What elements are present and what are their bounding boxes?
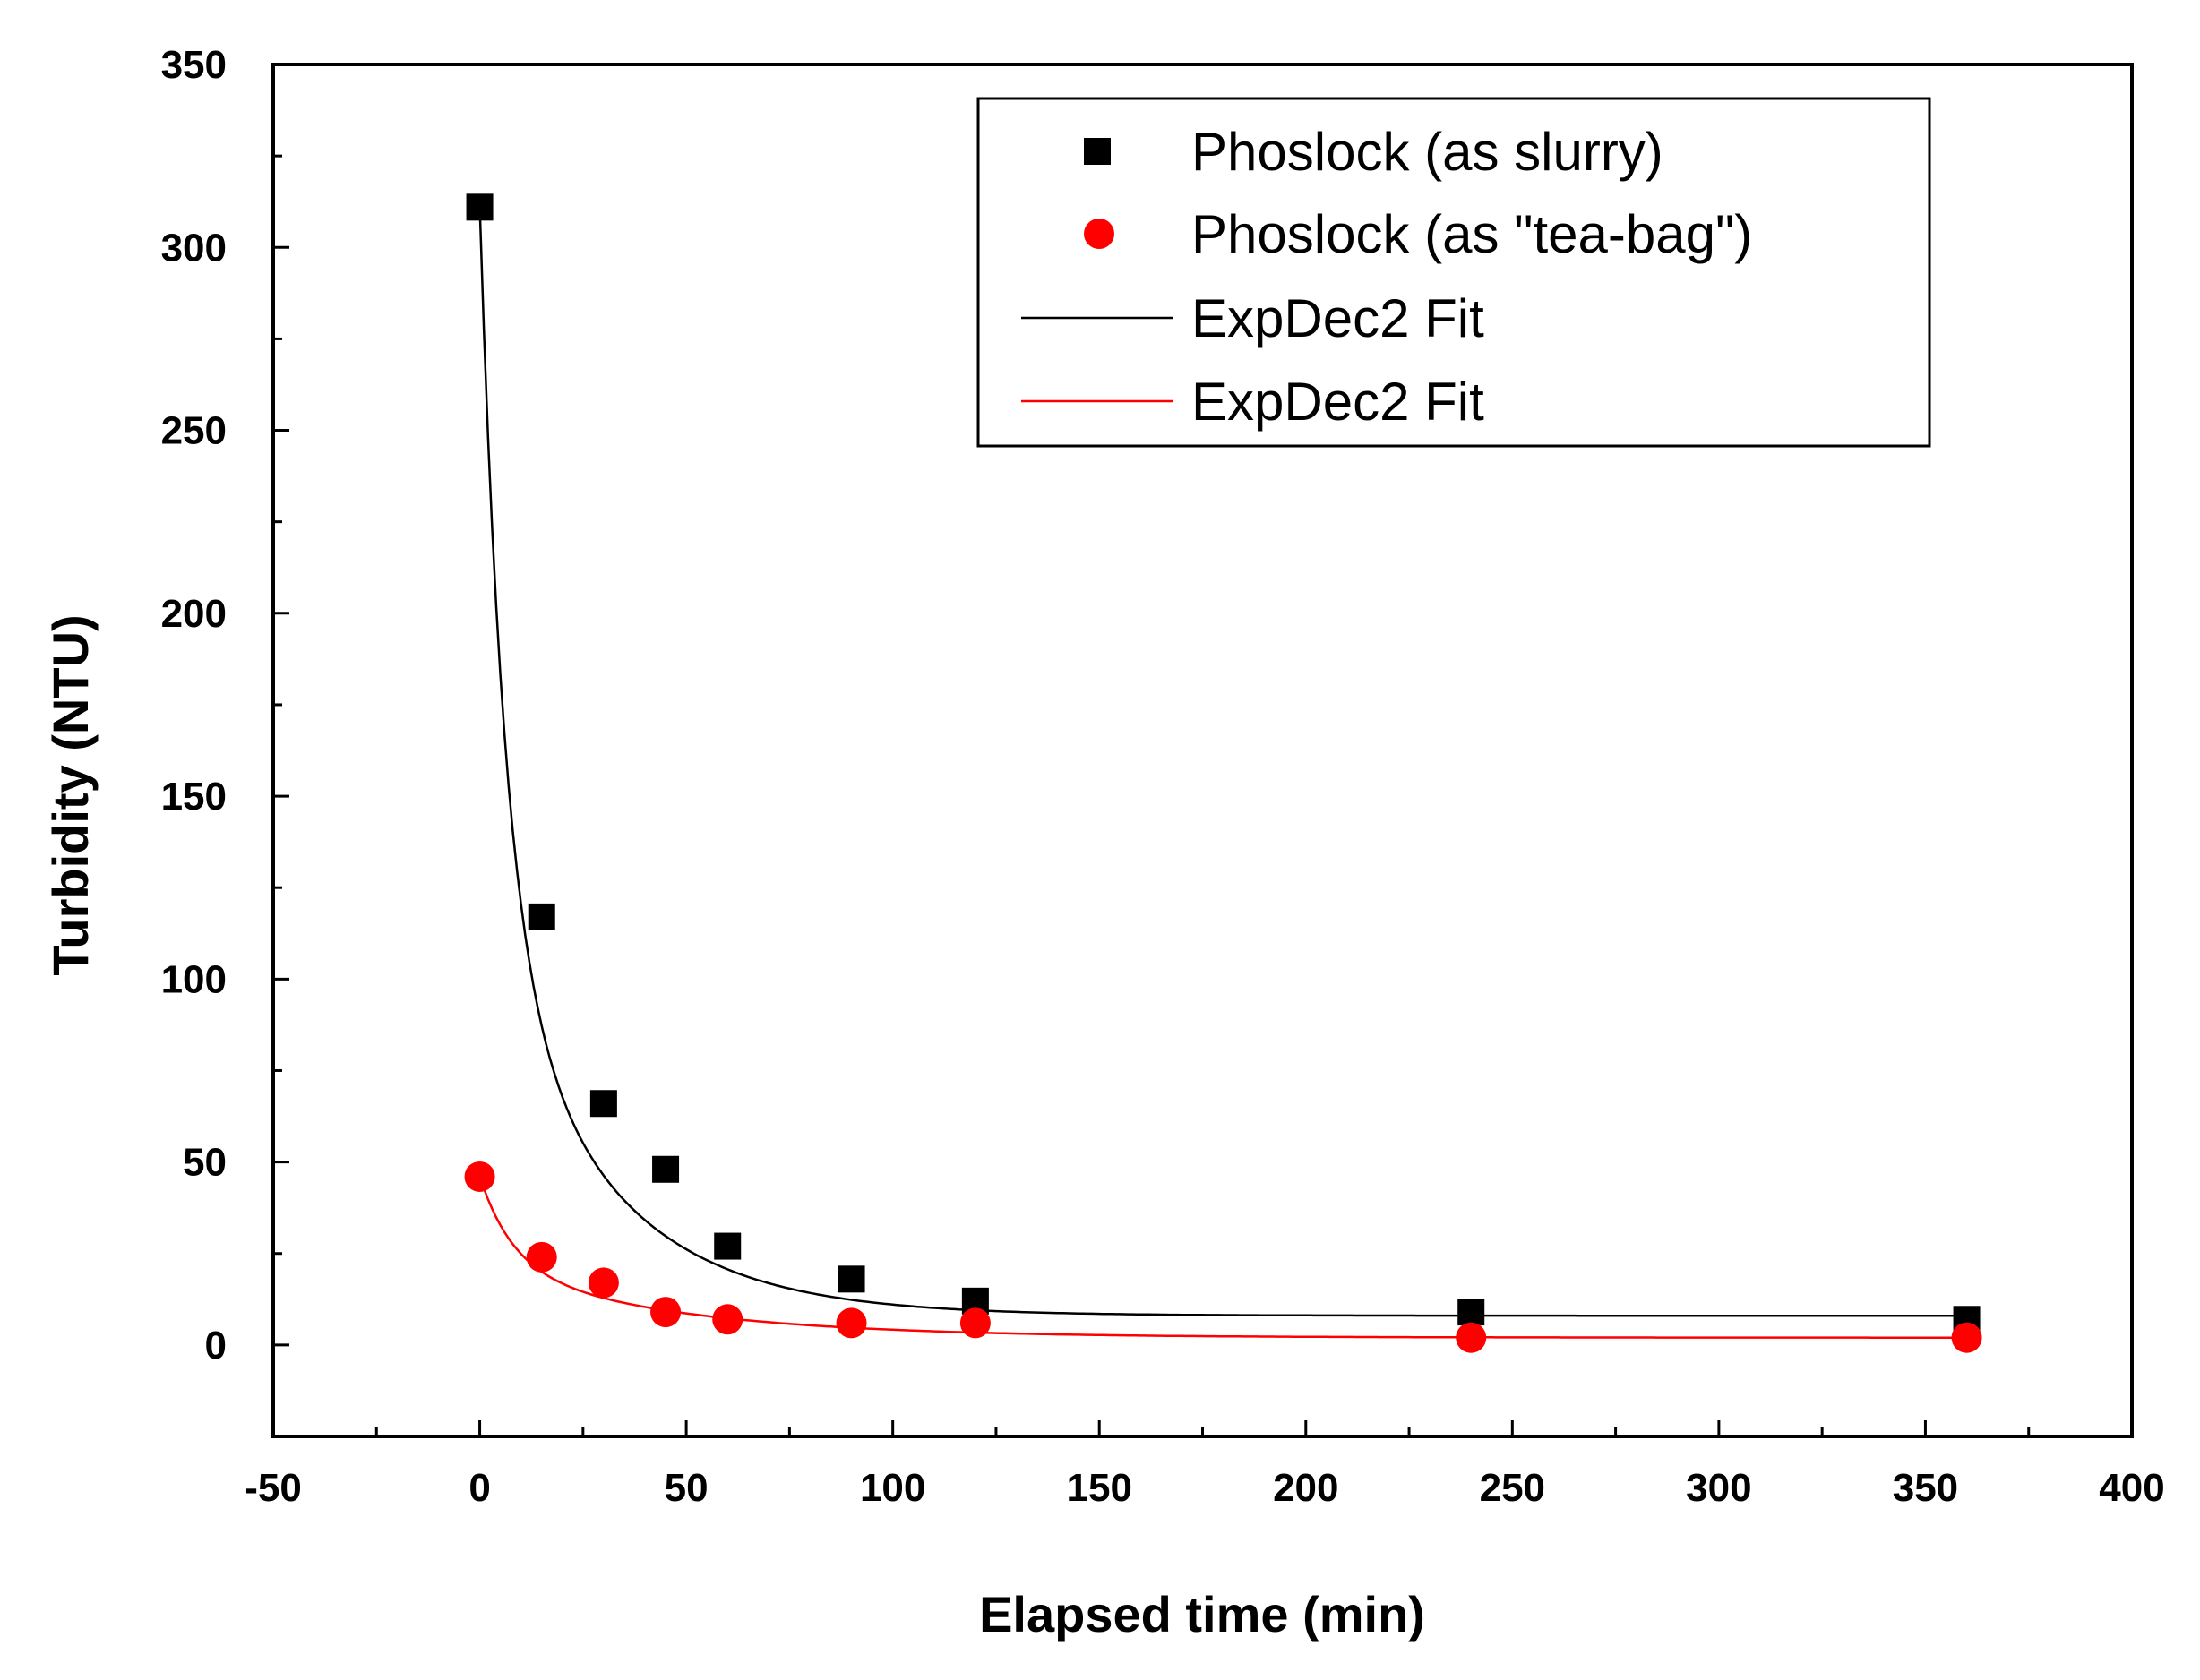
ticks-layer: -50 0 50 100 150 200 250 300 350 400 0 50 100 150 200 2…	[161, 43, 2165, 1510]
point-tea-bag	[526, 1241, 557, 1273]
y-tick-label: 150	[161, 775, 227, 819]
x-tick-label: 100	[860, 1466, 925, 1510]
data-points-layer	[464, 193, 1982, 1353]
legend-marker-slurry	[1084, 138, 1111, 165]
y-tick-label: 0	[205, 1324, 227, 1367]
point-slurry	[652, 1155, 680, 1183]
x-tick-label: 350	[1893, 1466, 1958, 1510]
point-tea-bag	[464, 1161, 495, 1192]
point-tea-bag	[650, 1297, 682, 1328]
x-tick-label: 200	[1273, 1466, 1338, 1510]
x-tick-label: 50	[665, 1466, 709, 1510]
x-tick-label: -50	[245, 1466, 302, 1510]
legend-label-slurry: Phoslock (as slurry)	[1191, 122, 1663, 182]
point-tea-bag	[1951, 1322, 1982, 1353]
legend-box	[976, 97, 1931, 448]
y-axis-title: Turbidity (NTU)	[42, 614, 99, 975]
point-tea-bag	[959, 1307, 991, 1339]
point-tea-bag	[588, 1267, 619, 1299]
legend-marker-tea-bag	[1084, 219, 1114, 249]
fit-line-slurry	[478, 207, 1967, 1317]
y-tick-label: 350	[161, 43, 227, 87]
point-slurry	[528, 903, 555, 930]
x-tick-label: 0	[468, 1466, 490, 1510]
point-slurry	[589, 1090, 617, 1118]
y-tick-label: 300	[161, 226, 227, 270]
point-slurry	[1457, 1299, 1485, 1326]
legend-label-black-fit: ExpDec2 Fit	[1191, 288, 1484, 348]
point-slurry	[838, 1265, 865, 1293]
x-tick-label: 150	[1067, 1466, 1132, 1510]
point-tea-bag	[712, 1304, 743, 1335]
x-axis-title: Elapsed time (min)	[979, 1586, 1425, 1642]
legend: Phoslock (as slurry) Phoslock (as "tea-b…	[976, 97, 1931, 448]
x-tick-label: 400	[2099, 1466, 2164, 1510]
point-slurry	[466, 193, 494, 221]
point-slurry	[714, 1232, 742, 1260]
x-tick-label: 300	[1686, 1466, 1751, 1510]
y-tick-label: 50	[183, 1141, 227, 1185]
point-tea-bag	[1456, 1322, 1487, 1353]
point-tea-bag	[836, 1307, 867, 1339]
y-tick-label: 250	[161, 409, 227, 453]
y-tick-label: 100	[161, 957, 227, 1001]
x-tick-label: 250	[1480, 1466, 1545, 1510]
legend-label-tea-bag: Phoslock (as "tea-bag")	[1191, 204, 1752, 264]
legend-label-red-fit: ExpDec2 Fit	[1191, 372, 1484, 432]
y-tick-label: 200	[161, 592, 227, 636]
